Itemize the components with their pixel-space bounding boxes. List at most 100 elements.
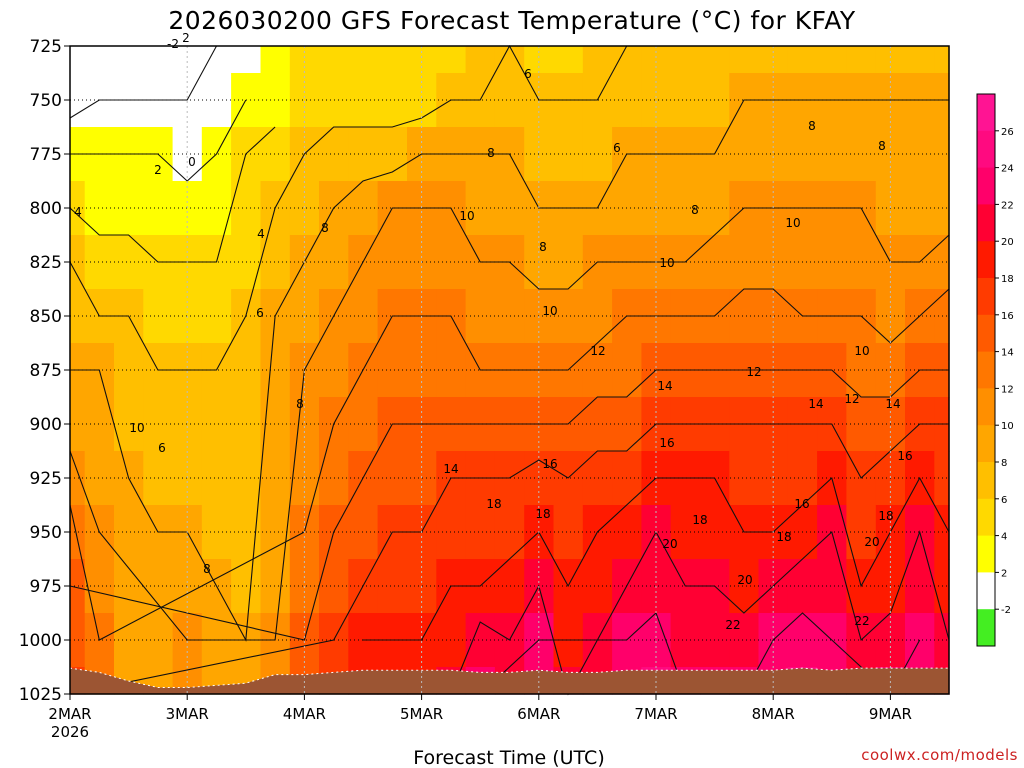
contour-label: 18 bbox=[878, 509, 893, 523]
temperature-cell bbox=[436, 46, 467, 74]
temperature-cell bbox=[436, 505, 467, 560]
temperature-cell bbox=[260, 46, 291, 74]
contour-label: 8 bbox=[321, 221, 329, 235]
contour-label: 14 bbox=[808, 397, 823, 411]
temperature-cell bbox=[787, 46, 818, 74]
temperature-cell bbox=[612, 343, 642, 398]
contour-label: 20 bbox=[662, 537, 677, 551]
contour-label: 8 bbox=[203, 562, 211, 576]
temperature-cell bbox=[729, 46, 760, 74]
colorbar-band bbox=[977, 130, 995, 169]
colorbar-tick-label: 6 bbox=[1001, 495, 1007, 506]
x-tick-label: 2MAR bbox=[48, 705, 91, 723]
contour-label: 8 bbox=[539, 240, 547, 254]
temperature-cell bbox=[494, 181, 525, 236]
temperature-cell bbox=[436, 343, 467, 398]
temperature-cell bbox=[817, 46, 847, 74]
colorbar-tick-label: 4 bbox=[1001, 532, 1007, 543]
temperature-cell bbox=[436, 613, 467, 668]
temperature-cell bbox=[670, 181, 701, 236]
temperature-cell bbox=[260, 559, 291, 614]
colorbar-tick-label: 18 bbox=[1001, 274, 1014, 285]
temperature-cell bbox=[319, 559, 349, 614]
temperature-cell bbox=[524, 127, 555, 182]
contour-label: 8 bbox=[808, 119, 816, 133]
temperature-cell bbox=[319, 127, 349, 182]
temperature-cell bbox=[70, 397, 86, 452]
colorbar-band bbox=[977, 241, 995, 279]
isotherm-line bbox=[70, 99, 247, 182]
temperature-cell bbox=[670, 613, 701, 668]
temperature-cell bbox=[70, 181, 86, 236]
temperature-cell bbox=[494, 46, 525, 74]
temperature-cell bbox=[582, 559, 613, 614]
contour-label: 14 bbox=[657, 379, 672, 393]
x-axis-title: Forecast Time (UTC) bbox=[413, 747, 604, 768]
x-tick-label: 7MAR bbox=[634, 705, 677, 723]
temperature-cell bbox=[377, 46, 408, 74]
temperature-cell bbox=[84, 451, 115, 506]
contour-label: 14 bbox=[885, 397, 900, 411]
temperature-cell bbox=[84, 46, 115, 74]
colorbar-tick-label: 20 bbox=[1001, 237, 1014, 248]
y-tick-label: 975 bbox=[30, 577, 62, 597]
temperature-cell bbox=[319, 73, 349, 128]
temperature-cell bbox=[260, 451, 291, 506]
colorbar-tick-label: -2 bbox=[1001, 605, 1011, 616]
temperature-cell bbox=[612, 505, 642, 560]
temperature-cell bbox=[934, 289, 950, 344]
y-axis: 725 750 775 800 825 850 875 900 925 950 975 1000 102… bbox=[19, 37, 70, 705]
temperature-cell bbox=[260, 343, 291, 398]
temperature-cell bbox=[348, 397, 379, 452]
colorbar-tick-label: 26 bbox=[1001, 127, 1014, 138]
contour-label: 18 bbox=[486, 497, 501, 511]
contour-label: 10 bbox=[659, 256, 674, 270]
colorbar-tick-label: 12 bbox=[1001, 384, 1014, 395]
contour-label: 8 bbox=[878, 139, 886, 153]
temperature-cell bbox=[582, 397, 613, 452]
temperature-cell bbox=[846, 235, 877, 290]
temperature-cell bbox=[934, 127, 950, 182]
temperature-cell bbox=[494, 289, 525, 344]
contour-label: 12 bbox=[746, 365, 761, 379]
contour-label: 4 bbox=[74, 205, 82, 219]
contour-label: 2 bbox=[182, 31, 190, 45]
colorbar-band bbox=[977, 314, 995, 353]
temperature-cell bbox=[934, 613, 950, 668]
isotherm-line bbox=[69, 288, 950, 641]
temperature-cell bbox=[934, 46, 950, 74]
temperature-cell bbox=[70, 451, 86, 506]
contour-label: 16 bbox=[794, 497, 809, 511]
temperature-cell bbox=[524, 46, 555, 74]
colorbar-band bbox=[977, 572, 995, 610]
temperature-cell bbox=[494, 559, 525, 614]
temperature-cell bbox=[934, 559, 950, 614]
contour-label: -2 bbox=[167, 37, 179, 51]
contour-label: 12 bbox=[844, 392, 859, 406]
temperature-cell bbox=[348, 127, 379, 182]
temperature-cell bbox=[670, 505, 701, 560]
colorbar-band bbox=[977, 498, 995, 537]
temperature-cell bbox=[84, 559, 115, 614]
temperature-cell bbox=[494, 505, 525, 560]
y-tick-label: 875 bbox=[30, 361, 62, 381]
contour-label: 10 bbox=[459, 209, 474, 223]
colorbar-tick-label: 8 bbox=[1001, 458, 1007, 469]
y-tick-label: 925 bbox=[30, 469, 62, 489]
colorbar-band bbox=[977, 462, 995, 500]
contour-label: 8 bbox=[487, 146, 495, 160]
colorbar-border bbox=[976, 93, 996, 647]
temperature-cell bbox=[260, 127, 291, 182]
temperature-cell bbox=[84, 235, 115, 290]
temperature-cell bbox=[201, 46, 232, 74]
y-tick-label: 1025 bbox=[19, 685, 62, 705]
temperature-cell bbox=[319, 46, 349, 74]
temperature-cell bbox=[934, 181, 950, 236]
y-tick-label: 800 bbox=[30, 199, 62, 219]
colorbar-band bbox=[977, 204, 995, 242]
credit-link[interactable]: coolwx.com/models bbox=[861, 746, 1018, 764]
colorbar-band bbox=[977, 535, 995, 573]
temperature-cell bbox=[612, 73, 642, 128]
